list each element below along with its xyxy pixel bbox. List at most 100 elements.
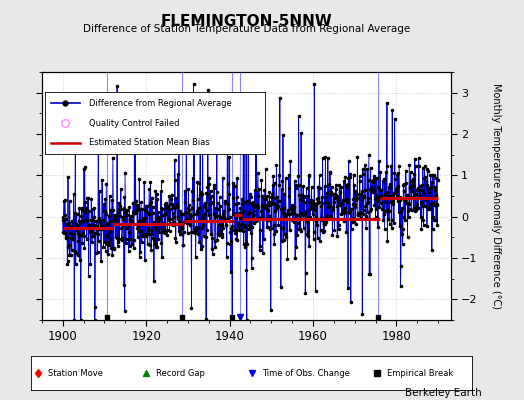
- Point: [121, 308, 129, 314]
- Point: [146, 201, 154, 208]
- Point: [63, 261, 71, 268]
- Point: [237, 221, 246, 227]
- Point: [266, 213, 274, 219]
- Point: [257, 208, 265, 214]
- Point: [226, 269, 235, 276]
- Point: [270, 230, 278, 237]
- Point: [277, 283, 285, 290]
- Point: [259, 204, 267, 210]
- Point: [348, 201, 357, 207]
- Point: [352, 193, 360, 199]
- Point: [305, 172, 313, 179]
- Point: [59, 217, 67, 223]
- Point: [238, 228, 247, 235]
- Point: [244, 211, 252, 217]
- Point: [258, 202, 266, 209]
- Point: [95, 188, 104, 194]
- Point: [347, 226, 356, 232]
- Point: [217, 231, 226, 238]
- Point: [192, 211, 201, 218]
- Point: [242, 240, 250, 246]
- Point: [223, 181, 232, 187]
- Point: [288, 202, 296, 208]
- Point: [86, 222, 94, 228]
- Point: [344, 285, 352, 291]
- Point: [270, 240, 278, 247]
- Point: [215, 232, 223, 238]
- Point: [361, 187, 369, 194]
- Point: [396, 283, 405, 290]
- Point: [335, 182, 344, 188]
- Point: [205, 180, 213, 187]
- Point: [220, 225, 228, 231]
- Point: [94, 230, 102, 237]
- Point: [277, 186, 286, 193]
- Point: [192, 228, 201, 235]
- Point: [390, 116, 399, 122]
- Point: [141, 231, 150, 237]
- Point: [262, 204, 270, 211]
- Point: [128, 209, 137, 216]
- Point: [278, 238, 286, 244]
- Point: [310, 81, 319, 88]
- Point: [132, 148, 140, 154]
- Point: [329, 216, 337, 222]
- Point: [314, 184, 322, 191]
- Point: [357, 210, 365, 216]
- Point: [301, 198, 309, 205]
- Point: [418, 203, 427, 210]
- Point: [61, 196, 69, 203]
- Point: [367, 205, 376, 212]
- Point: [428, 179, 436, 186]
- Point: [97, 221, 106, 228]
- Point: [426, 194, 434, 200]
- Point: [285, 172, 293, 178]
- Point: [124, 222, 132, 228]
- Point: [130, 107, 139, 113]
- Point: [240, 96, 248, 103]
- Point: [263, 224, 271, 230]
- Point: [126, 213, 135, 219]
- Point: [367, 188, 375, 194]
- Point: [194, 225, 202, 231]
- Point: [349, 196, 357, 202]
- Point: [146, 179, 155, 185]
- Point: [80, 244, 89, 251]
- Point: [303, 230, 312, 237]
- Point: [392, 188, 400, 194]
- Point: [315, 185, 323, 192]
- Point: [221, 216, 229, 222]
- Point: [168, 216, 177, 222]
- Point: [358, 310, 366, 317]
- Point: [397, 204, 406, 211]
- Point: [319, 155, 327, 162]
- Point: [240, 222, 248, 228]
- Text: Difference from Regional Average: Difference from Regional Average: [89, 99, 231, 108]
- Point: [334, 198, 342, 204]
- Point: [211, 238, 219, 244]
- Point: [245, 208, 253, 215]
- Point: [363, 209, 372, 215]
- Point: [399, 181, 408, 188]
- Point: [372, 206, 380, 212]
- Point: [309, 198, 318, 204]
- Point: [387, 199, 395, 205]
- Point: [155, 216, 163, 222]
- Point: [341, 204, 349, 211]
- Point: [239, 208, 247, 214]
- Point: [107, 244, 115, 251]
- Point: [267, 200, 275, 207]
- Point: [157, 178, 166, 184]
- Point: [409, 183, 417, 190]
- Point: [192, 224, 200, 230]
- Point: [431, 192, 440, 198]
- Point: [295, 182, 303, 188]
- Point: [399, 182, 408, 188]
- Point: [137, 228, 145, 234]
- Point: [90, 214, 98, 220]
- Point: [352, 197, 361, 203]
- Point: [233, 236, 242, 243]
- Point: [96, 224, 105, 230]
- Point: [401, 196, 409, 202]
- Point: [96, 218, 104, 224]
